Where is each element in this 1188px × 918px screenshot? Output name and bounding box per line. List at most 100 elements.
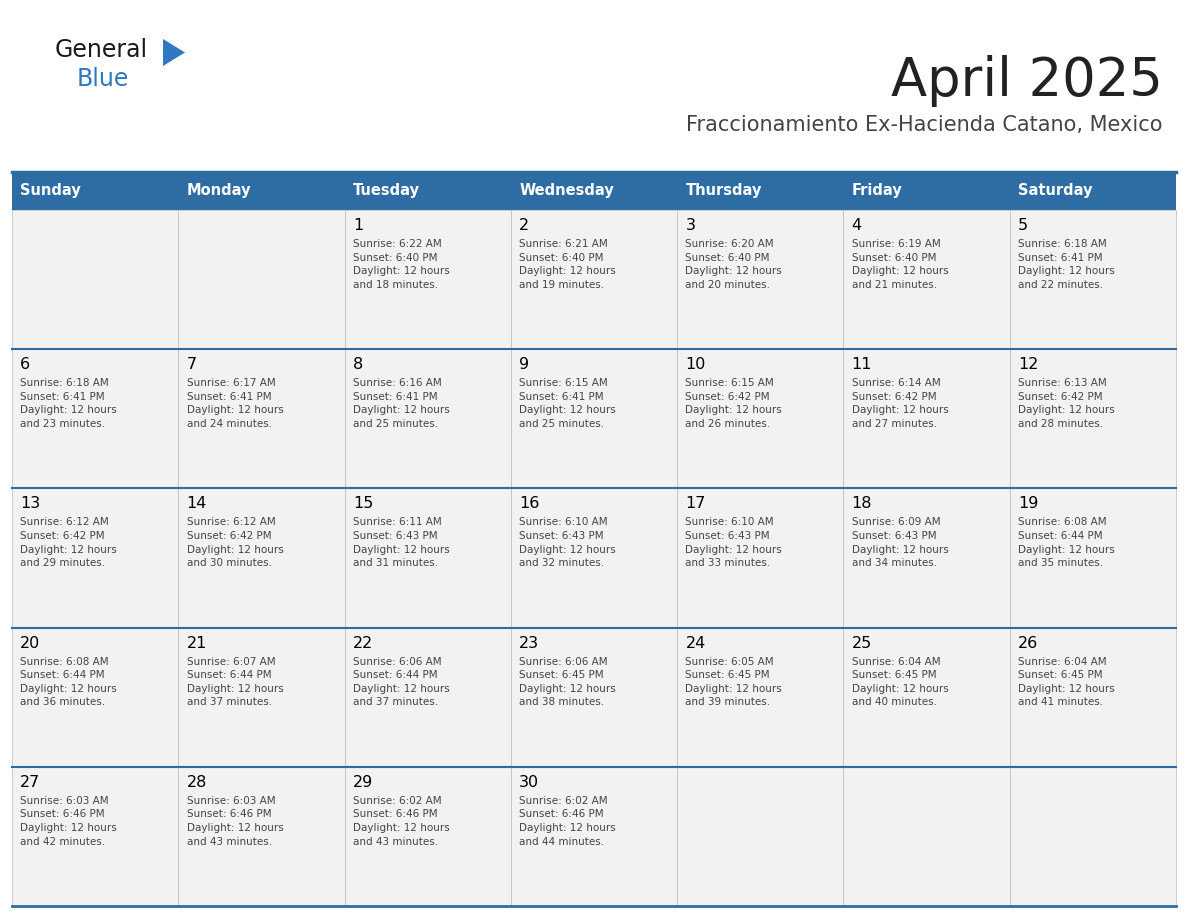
Bar	[511, 767, 677, 906]
Text: 28: 28	[187, 775, 207, 789]
Bar	[677, 767, 843, 906]
Text: 7: 7	[187, 357, 197, 372]
Text: Sunrise: 6:03 AM
Sunset: 6:46 PM
Daylight: 12 hours
and 43 minutes.: Sunrise: 6:03 AM Sunset: 6:46 PM Dayligh…	[187, 796, 284, 846]
Text: 16: 16	[519, 497, 539, 511]
Text: Sunrise: 6:07 AM
Sunset: 6:44 PM
Daylight: 12 hours
and 37 minutes.: Sunrise: 6:07 AM Sunset: 6:44 PM Dayligh…	[187, 656, 284, 708]
Text: Thursday: Thursday	[685, 184, 762, 198]
Text: Sunrise: 6:11 AM
Sunset: 6:43 PM
Daylight: 12 hours
and 31 minutes.: Sunrise: 6:11 AM Sunset: 6:43 PM Dayligh…	[353, 518, 449, 568]
Text: Sunrise: 6:22 AM
Sunset: 6:40 PM
Daylight: 12 hours
and 18 minutes.: Sunrise: 6:22 AM Sunset: 6:40 PM Dayligh…	[353, 239, 449, 290]
Bar	[12, 767, 178, 906]
Text: Sunrise: 6:20 AM
Sunset: 6:40 PM
Daylight: 12 hours
and 20 minutes.: Sunrise: 6:20 AM Sunset: 6:40 PM Dayligh…	[685, 239, 782, 290]
Text: Sunrise: 6:02 AM
Sunset: 6:46 PM
Daylight: 12 hours
and 43 minutes.: Sunrise: 6:02 AM Sunset: 6:46 PM Dayligh…	[353, 796, 449, 846]
Text: Sunrise: 6:06 AM
Sunset: 6:44 PM
Daylight: 12 hours
and 37 minutes.: Sunrise: 6:06 AM Sunset: 6:44 PM Dayligh…	[353, 656, 449, 708]
Text: 9: 9	[519, 357, 530, 372]
Text: 18: 18	[852, 497, 872, 511]
Text: April 2025: April 2025	[891, 55, 1163, 107]
Text: 27: 27	[20, 775, 40, 789]
Text: 4: 4	[852, 218, 861, 233]
Text: Sunrise: 6:08 AM
Sunset: 6:44 PM
Daylight: 12 hours
and 35 minutes.: Sunrise: 6:08 AM Sunset: 6:44 PM Dayligh…	[1018, 518, 1114, 568]
Text: General: General	[55, 38, 148, 62]
Text: Sunrise: 6:06 AM
Sunset: 6:45 PM
Daylight: 12 hours
and 38 minutes.: Sunrise: 6:06 AM Sunset: 6:45 PM Dayligh…	[519, 656, 615, 708]
Text: Sunrise: 6:05 AM
Sunset: 6:45 PM
Daylight: 12 hours
and 39 minutes.: Sunrise: 6:05 AM Sunset: 6:45 PM Dayligh…	[685, 656, 782, 708]
Text: Sunrise: 6:03 AM
Sunset: 6:46 PM
Daylight: 12 hours
and 42 minutes.: Sunrise: 6:03 AM Sunset: 6:46 PM Dayligh…	[20, 796, 118, 846]
Bar	[511, 210, 677, 349]
Text: Sunrise: 6:13 AM
Sunset: 6:42 PM
Daylight: 12 hours
and 28 minutes.: Sunrise: 6:13 AM Sunset: 6:42 PM Dayligh…	[1018, 378, 1114, 429]
Text: 15: 15	[353, 497, 373, 511]
Text: 12: 12	[1018, 357, 1038, 372]
Bar	[345, 628, 511, 767]
Text: 8: 8	[353, 357, 364, 372]
Text: 10: 10	[685, 357, 706, 372]
Text: Sunrise: 6:15 AM
Sunset: 6:41 PM
Daylight: 12 hours
and 25 minutes.: Sunrise: 6:15 AM Sunset: 6:41 PM Dayligh…	[519, 378, 615, 429]
Text: Sunrise: 6:10 AM
Sunset: 6:43 PM
Daylight: 12 hours
and 33 minutes.: Sunrise: 6:10 AM Sunset: 6:43 PM Dayligh…	[685, 518, 782, 568]
Text: Fraccionamiento Ex-Hacienda Catano, Mexico: Fraccionamiento Ex-Hacienda Catano, Mexi…	[687, 115, 1163, 135]
Text: Sunrise: 6:16 AM
Sunset: 6:41 PM
Daylight: 12 hours
and 25 minutes.: Sunrise: 6:16 AM Sunset: 6:41 PM Dayligh…	[353, 378, 449, 429]
Text: Sunrise: 6:10 AM
Sunset: 6:43 PM
Daylight: 12 hours
and 32 minutes.: Sunrise: 6:10 AM Sunset: 6:43 PM Dayligh…	[519, 518, 615, 568]
Text: 21: 21	[187, 635, 207, 651]
Text: 2: 2	[519, 218, 530, 233]
Text: 22: 22	[353, 635, 373, 651]
Bar	[345, 210, 511, 349]
Bar	[12, 349, 178, 488]
Bar	[1010, 172, 1176, 210]
Bar	[12, 628, 178, 767]
Bar	[345, 767, 511, 906]
Bar	[1010, 349, 1176, 488]
Text: Monday: Monday	[187, 184, 251, 198]
Text: 19: 19	[1018, 497, 1038, 511]
Text: Sunrise: 6:12 AM
Sunset: 6:42 PM
Daylight: 12 hours
and 30 minutes.: Sunrise: 6:12 AM Sunset: 6:42 PM Dayligh…	[187, 518, 284, 568]
Bar	[178, 172, 345, 210]
Text: 17: 17	[685, 497, 706, 511]
Bar	[511, 488, 677, 628]
Text: 5: 5	[1018, 218, 1028, 233]
Text: Blue: Blue	[77, 67, 129, 91]
Text: Sunrise: 6:17 AM
Sunset: 6:41 PM
Daylight: 12 hours
and 24 minutes.: Sunrise: 6:17 AM Sunset: 6:41 PM Dayligh…	[187, 378, 284, 429]
Bar	[677, 349, 843, 488]
Text: Saturday: Saturday	[1018, 184, 1093, 198]
Text: Friday: Friday	[852, 184, 903, 198]
Polygon shape	[163, 39, 185, 66]
Text: Sunrise: 6:08 AM
Sunset: 6:44 PM
Daylight: 12 hours
and 36 minutes.: Sunrise: 6:08 AM Sunset: 6:44 PM Dayligh…	[20, 656, 118, 708]
Text: 13: 13	[20, 497, 40, 511]
Bar	[178, 767, 345, 906]
Text: 6: 6	[20, 357, 31, 372]
Text: 24: 24	[685, 635, 706, 651]
Bar	[677, 210, 843, 349]
Text: Wednesday: Wednesday	[519, 184, 614, 198]
Text: Sunrise: 6:09 AM
Sunset: 6:43 PM
Daylight: 12 hours
and 34 minutes.: Sunrise: 6:09 AM Sunset: 6:43 PM Dayligh…	[852, 518, 948, 568]
Bar	[345, 172, 511, 210]
Text: Sunrise: 6:02 AM
Sunset: 6:46 PM
Daylight: 12 hours
and 44 minutes.: Sunrise: 6:02 AM Sunset: 6:46 PM Dayligh…	[519, 796, 615, 846]
Bar	[843, 488, 1010, 628]
Text: 30: 30	[519, 775, 539, 789]
Bar	[677, 488, 843, 628]
Text: Sunrise: 6:15 AM
Sunset: 6:42 PM
Daylight: 12 hours
and 26 minutes.: Sunrise: 6:15 AM Sunset: 6:42 PM Dayligh…	[685, 378, 782, 429]
Text: 1: 1	[353, 218, 364, 233]
Text: Sunrise: 6:18 AM
Sunset: 6:41 PM
Daylight: 12 hours
and 22 minutes.: Sunrise: 6:18 AM Sunset: 6:41 PM Dayligh…	[1018, 239, 1114, 290]
Text: Sunrise: 6:04 AM
Sunset: 6:45 PM
Daylight: 12 hours
and 40 minutes.: Sunrise: 6:04 AM Sunset: 6:45 PM Dayligh…	[852, 656, 948, 708]
Bar	[843, 210, 1010, 349]
Text: Sunrise: 6:19 AM
Sunset: 6:40 PM
Daylight: 12 hours
and 21 minutes.: Sunrise: 6:19 AM Sunset: 6:40 PM Dayligh…	[852, 239, 948, 290]
Bar	[677, 628, 843, 767]
Text: 25: 25	[852, 635, 872, 651]
Bar	[843, 767, 1010, 906]
Text: Sunrise: 6:04 AM
Sunset: 6:45 PM
Daylight: 12 hours
and 41 minutes.: Sunrise: 6:04 AM Sunset: 6:45 PM Dayligh…	[1018, 656, 1114, 708]
Bar	[843, 349, 1010, 488]
Bar	[178, 210, 345, 349]
Bar	[843, 172, 1010, 210]
Text: 23: 23	[519, 635, 539, 651]
Bar	[511, 628, 677, 767]
Text: 26: 26	[1018, 635, 1038, 651]
Text: Sunday: Sunday	[20, 184, 81, 198]
Bar	[1010, 628, 1176, 767]
Bar	[12, 488, 178, 628]
Text: Tuesday: Tuesday	[353, 184, 419, 198]
Bar	[178, 628, 345, 767]
Bar	[843, 628, 1010, 767]
Text: Sunrise: 6:12 AM
Sunset: 6:42 PM
Daylight: 12 hours
and 29 minutes.: Sunrise: 6:12 AM Sunset: 6:42 PM Dayligh…	[20, 518, 118, 568]
Text: 3: 3	[685, 218, 695, 233]
Bar	[178, 349, 345, 488]
Text: 29: 29	[353, 775, 373, 789]
Bar	[1010, 767, 1176, 906]
Bar	[345, 488, 511, 628]
Bar	[1010, 210, 1176, 349]
